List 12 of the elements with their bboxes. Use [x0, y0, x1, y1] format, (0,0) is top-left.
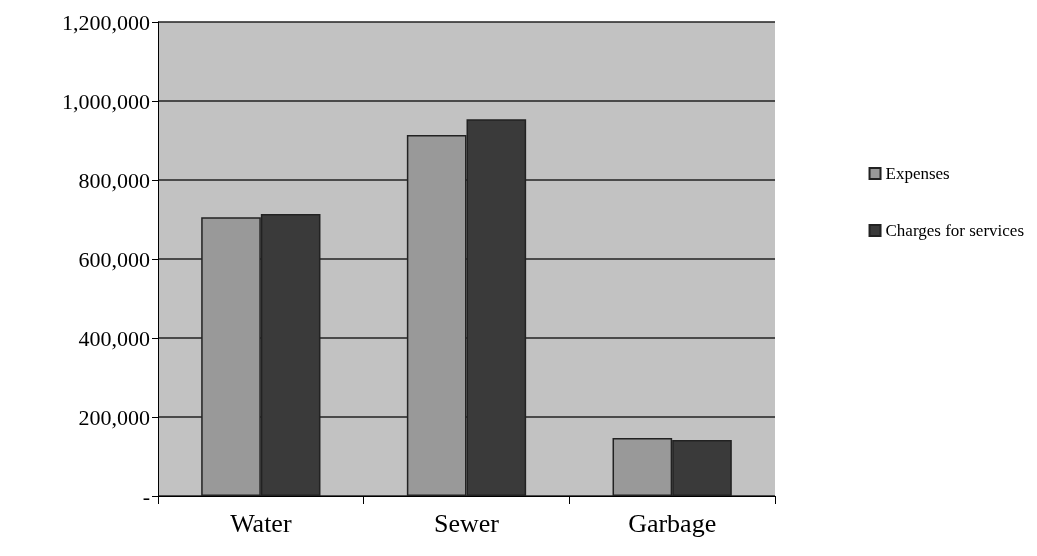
y-tick-label: 1,000,000	[62, 88, 150, 114]
y-tick-label: -	[142, 483, 150, 509]
x-tick-label: Garbage	[628, 508, 717, 538]
x-tick-label: Water	[230, 508, 292, 538]
y-tick-label: 1,200,000	[62, 9, 150, 35]
legend-label: Charges for services	[885, 221, 1025, 240]
y-tick-label: 800,000	[78, 167, 150, 193]
y-tick-label: 200,000	[78, 404, 150, 430]
y-tick-label: 400,000	[78, 325, 150, 351]
legend-label: Expenses	[885, 164, 950, 183]
x-tick-label: Sewer	[434, 508, 500, 538]
y-tick-label: 600,000	[78, 246, 150, 272]
